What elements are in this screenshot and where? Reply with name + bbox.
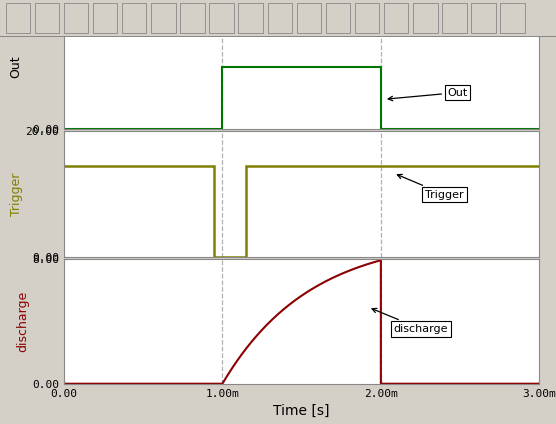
Bar	[34, 3, 59, 33]
Y-axis label: discharge: discharge	[16, 290, 29, 352]
Bar	[209, 3, 234, 33]
Y-axis label: Out: Out	[9, 56, 23, 78]
Bar	[93, 3, 117, 33]
Bar	[500, 3, 525, 33]
Bar	[413, 3, 438, 33]
Bar	[151, 3, 176, 33]
Bar	[297, 3, 321, 33]
Bar	[326, 3, 350, 33]
Bar	[471, 3, 496, 33]
Bar	[355, 3, 379, 33]
Text: discharge: discharge	[372, 308, 448, 334]
Text: Out: Out	[388, 87, 468, 101]
Bar	[6, 3, 30, 33]
Bar	[122, 3, 146, 33]
Text: Trigger: Trigger	[398, 174, 464, 200]
Bar	[267, 3, 292, 33]
Bar	[180, 3, 205, 33]
Bar	[384, 3, 409, 33]
Bar	[64, 3, 88, 33]
X-axis label: Time [s]: Time [s]	[274, 404, 330, 418]
Bar	[239, 3, 263, 33]
Bar	[442, 3, 466, 33]
Y-axis label: Trigger: Trigger	[9, 172, 23, 216]
